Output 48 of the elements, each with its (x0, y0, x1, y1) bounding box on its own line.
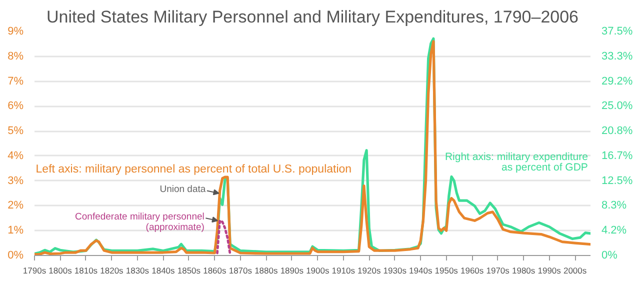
y2-tick-label: 33.3% (602, 50, 633, 62)
x-tick-label: 1940s (409, 266, 432, 276)
y-tick-label: 9% (8, 26, 24, 38)
y2-tick-label: 20.8% (602, 125, 633, 138)
y-tick-label: 0% (8, 250, 24, 262)
y-tick-label: 7% (8, 75, 24, 88)
x-tick-label: 1810s (74, 266, 98, 276)
x-tick-label: 1880s (254, 266, 278, 276)
y2-tick-label: 29.2% (602, 75, 633, 88)
x-tick-label: 1790s (22, 266, 46, 276)
y2-tick-label: 0% (602, 250, 618, 262)
y-tick-label: 1% (8, 224, 24, 237)
chart-title: United States Military Personnel and Military Expenditures, 1790–2006 (46, 8, 579, 26)
y-tick-label: 6% (8, 100, 24, 112)
x-tick-label: 1870s (228, 266, 252, 276)
y-tick-label: 5% (8, 125, 24, 138)
x-tick-label: 1800s (48, 266, 72, 276)
x-tick-label: 1960s (460, 266, 484, 276)
annotation: Left axis: military personnel as percent of total U.S. population (36, 164, 352, 176)
y-tick-label: 4% (8, 150, 24, 162)
y2-tick-label: 25.0% (602, 100, 633, 112)
y-tick-label: 8% (8, 50, 24, 62)
line-series (216, 219, 232, 256)
y2-tick-label: 12.5% (602, 174, 633, 187)
x-tick-label: 2000s (563, 266, 587, 276)
x-tick-label: 1900s (306, 266, 330, 276)
x-tick-label: 1920s (358, 266, 381, 276)
x-tick-label: 1980s (512, 266, 536, 276)
x-tick-label: 1820s (100, 266, 124, 276)
y-tick-label: 3% (8, 174, 24, 187)
x-tick-label: 1860s (203, 266, 226, 276)
x-tick-label: 1840s (152, 266, 175, 276)
x-tick-label: 1890s (280, 266, 304, 276)
x-tick-label: 1990s (538, 266, 561, 276)
y-tick-label: 2% (8, 200, 24, 212)
x-tick-label: 1930s (383, 266, 406, 276)
y2-tick-label: 8.3% (602, 200, 627, 212)
annotation: Union data (160, 184, 206, 196)
x-tick-label: 1950s (434, 266, 458, 276)
annotation: Right axis: military expenditure as percent of GDP (444, 151, 588, 174)
x-tick-label: 1830s (126, 266, 150, 276)
annotation: Confederate military personnel (approximate) (75, 211, 204, 233)
y2-tick-label: 16.7% (602, 150, 633, 162)
y2-tick-label: 37.5% (602, 26, 633, 38)
x-tick-label: 1850s (177, 266, 201, 276)
y2-tick-label: 4.2% (602, 224, 627, 237)
x-tick-label: 1910s (332, 266, 355, 276)
x-tick-label: 1970s (486, 266, 510, 276)
